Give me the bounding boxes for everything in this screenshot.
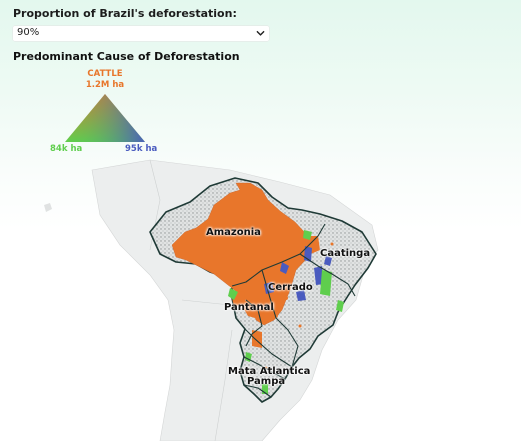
chevron-down-icon xyxy=(256,30,265,36)
region-label-mata-atlantica: Mata Atlantica xyxy=(228,366,311,377)
proportion-label: Proportion of Brazil's deforestation: xyxy=(13,7,237,20)
orange-speckles xyxy=(264,242,334,370)
legend-right-value: 95k ha xyxy=(125,144,158,154)
cattle-deforestation-patches xyxy=(230,236,320,348)
region-label-caatinga: Caatinga xyxy=(320,248,371,259)
green-deforestation-patches xyxy=(228,230,344,394)
region-label-pampa: Pampa xyxy=(247,376,286,387)
cattle-deforestation-area xyxy=(171,182,311,326)
legend-title: Predominant Cause of Deforestation xyxy=(13,50,240,63)
region-label-amazonia: Amazonia xyxy=(206,227,261,238)
biome-boundaries xyxy=(231,223,356,398)
region-label-pantanal: Pantanal xyxy=(224,302,274,313)
legend-top-value: 1.2M ha xyxy=(85,80,125,90)
ternary-legend-triangle-overlay xyxy=(65,94,145,142)
proportion-select[interactable]: 90% xyxy=(13,26,269,41)
ternary-legend xyxy=(65,94,145,142)
island-shape xyxy=(44,203,52,212)
region-label-cerrado: Cerrado xyxy=(268,282,313,293)
legend-left-value: 84k ha xyxy=(50,144,83,154)
proportion-select-value: 90% xyxy=(17,27,40,38)
blue-deforestation-patches xyxy=(264,246,332,301)
legend-top-name: CATTLE xyxy=(87,69,123,79)
